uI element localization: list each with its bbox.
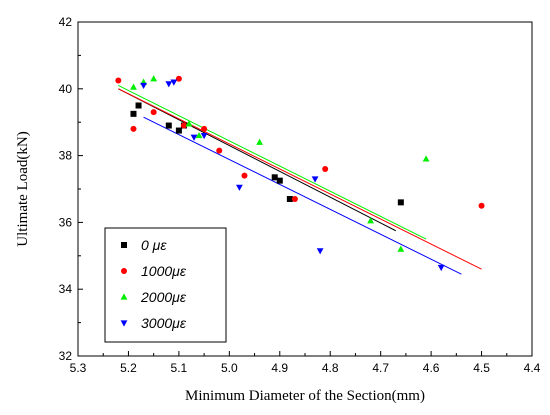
data-point [130, 125, 137, 132]
data-points [115, 75, 485, 272]
x-tick-label: 5.2 [120, 361, 137, 375]
data-point [165, 122, 172, 129]
fit-line [118, 85, 427, 240]
data-point [130, 83, 137, 90]
data-point [311, 176, 319, 183]
x-tick-label: 4.5 [473, 361, 490, 375]
data-point [170, 79, 178, 86]
x-tick-label: 5.3 [70, 361, 87, 375]
legend-label: 2000με [140, 289, 187, 305]
data-point [165, 81, 173, 88]
fit-line [118, 88, 397, 232]
data-point [135, 102, 142, 109]
y-tick-label: 38 [59, 149, 73, 163]
data-point [180, 122, 187, 129]
data-point [216, 147, 223, 154]
legend-marker [121, 268, 127, 274]
fit-line [143, 116, 462, 275]
data-point [367, 217, 374, 224]
data-point [241, 172, 248, 179]
data-point [195, 131, 203, 139]
legend: 0 με 1000με 2000με 3000με [104, 227, 227, 343]
y-tick-label: 40 [59, 82, 73, 96]
data-point [130, 110, 137, 117]
data-point [175, 127, 182, 134]
y-tick-label: 42 [59, 15, 73, 29]
data-point [271, 174, 278, 181]
data-point [397, 199, 404, 206]
data-point [256, 138, 263, 145]
fit-lines [118, 85, 482, 275]
x-tick-label: 4.6 [423, 361, 440, 375]
data-point [236, 184, 243, 191]
x-tick-label: 4.8 [322, 361, 339, 375]
y-axis-title: Ultimate Load(kN) [15, 131, 31, 246]
x-tick-label: 5.1 [171, 361, 188, 375]
legend-marker [121, 242, 127, 248]
data-point [437, 264, 445, 272]
data-point [291, 196, 298, 203]
data-point [322, 165, 329, 172]
axis-ticks: 5.3 5.2 5.1 5.0 4.9 4.8 4.7 4.6 4.5 4.4 32 34 36 38 40… [59, 15, 541, 375]
data-point [175, 75, 182, 82]
y-tick-label: 36 [59, 215, 73, 229]
legend-label: 1000με [141, 263, 187, 279]
y-tick-label: 32 [59, 349, 73, 363]
data-point [150, 75, 158, 82]
x-tick-label: 5.0 [221, 361, 238, 375]
data-point [286, 196, 293, 203]
x-axis-title: Minimum Diameter of the Section(mm) [185, 388, 425, 404]
x-tick-label: 4.7 [372, 361, 389, 375]
data-point [397, 245, 405, 252]
data-point [185, 120, 193, 127]
fit-line [118, 88, 482, 270]
x-tick-label: 4.9 [271, 361, 288, 375]
data-point [190, 134, 198, 141]
data-point [150, 109, 157, 116]
data-point [478, 202, 485, 209]
legend-label: 0 με [141, 237, 167, 253]
data-point [422, 155, 430, 162]
legend-marker [120, 320, 128, 327]
data-point [276, 177, 283, 184]
x-tick-label: 4.4 [524, 361, 541, 375]
data-point [115, 77, 122, 84]
y-tick-label: 34 [59, 282, 73, 296]
data-point [201, 125, 208, 132]
data-point [140, 82, 147, 90]
data-point [200, 132, 208, 140]
legend-marker [120, 293, 128, 300]
legend-label: 3000με [141, 315, 187, 331]
data-point [316, 248, 324, 255]
